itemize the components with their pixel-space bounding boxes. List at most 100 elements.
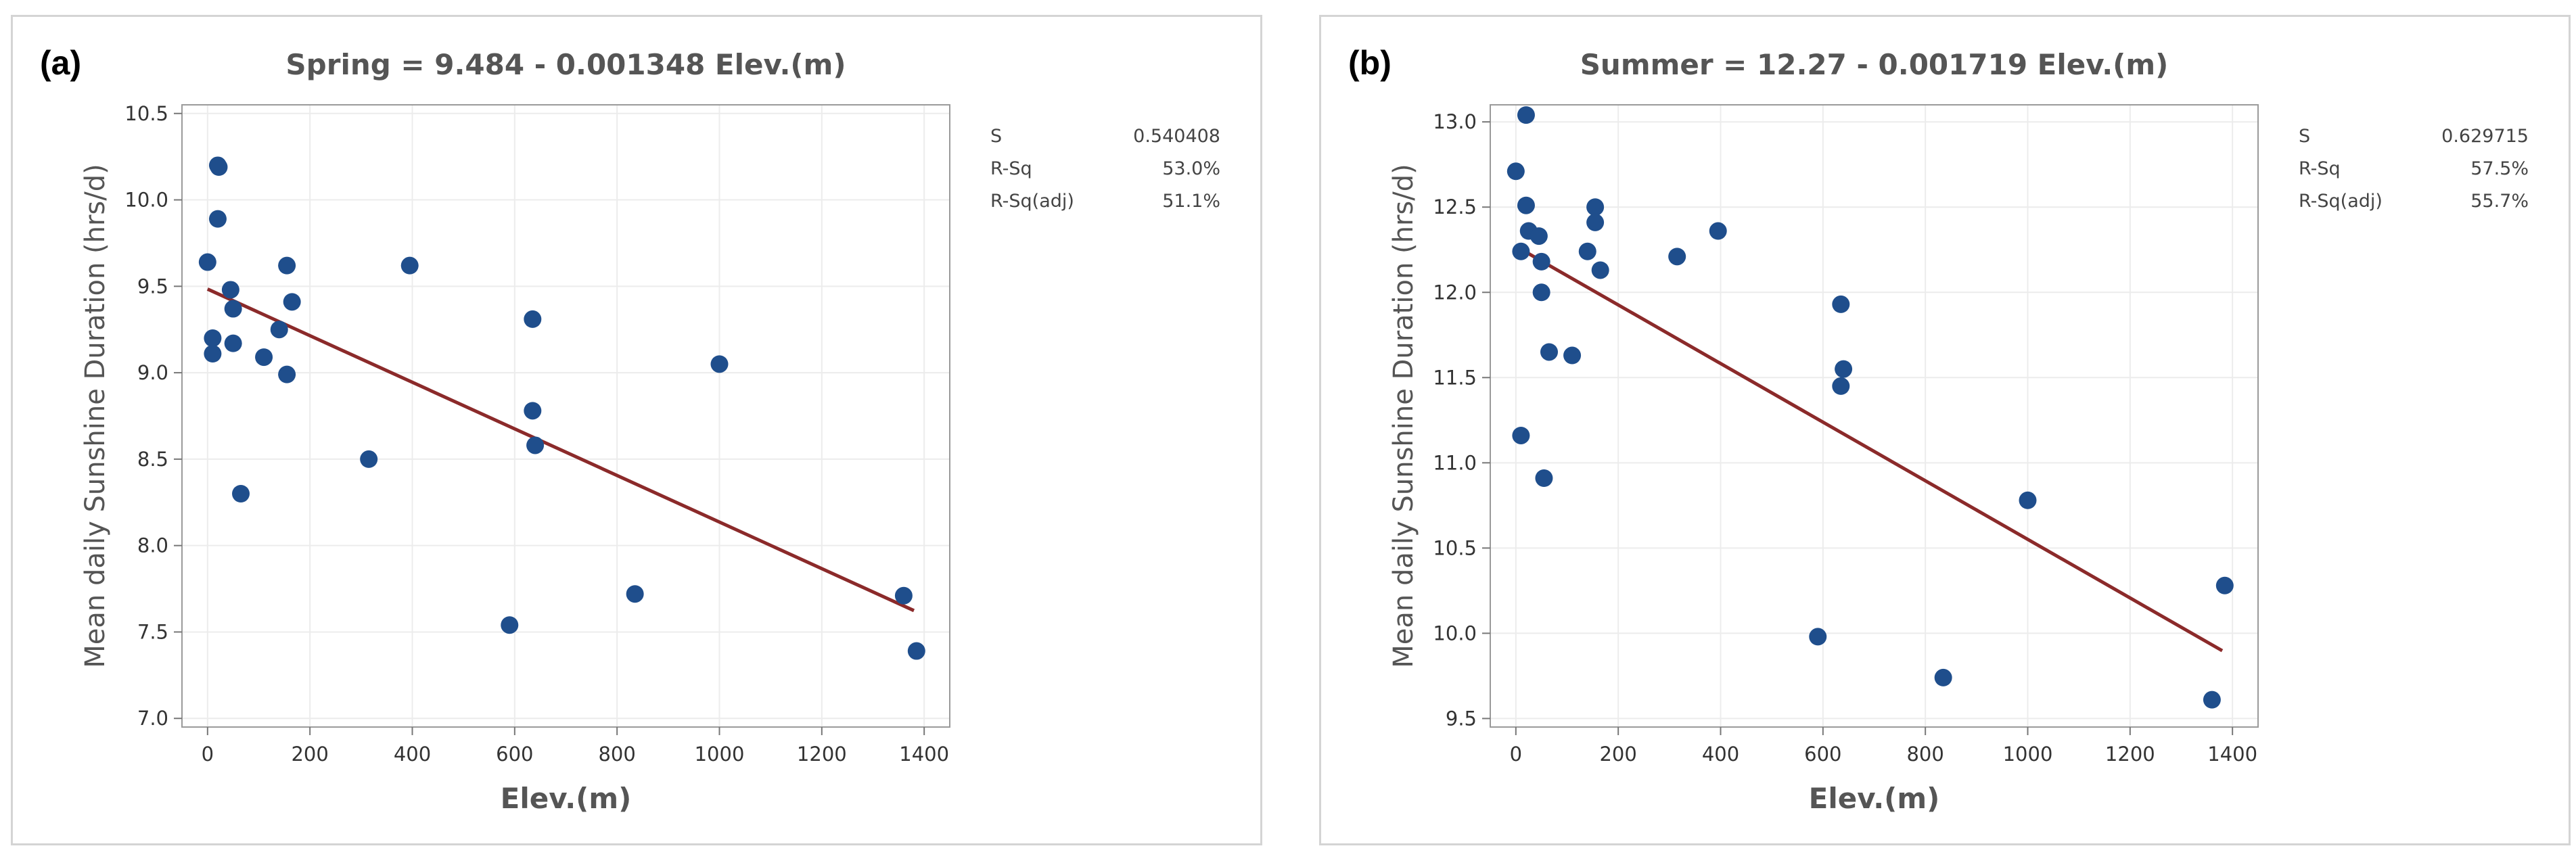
stat-value: 57.5% — [2470, 158, 2529, 179]
chart-title: Spring = 9.484 - 0.001348 Elev.(m) — [285, 48, 846, 81]
y-tick-label: 11.5 — [1433, 366, 1477, 389]
y-tick-label: 10.5 — [1433, 536, 1477, 559]
data-point — [204, 345, 222, 363]
stat-value: 51.1% — [1162, 191, 1220, 212]
plot-frame — [181, 104, 950, 728]
stat-label: S — [2299, 126, 2310, 147]
data-point — [524, 310, 542, 328]
data-point — [1517, 106, 1535, 124]
y-tick-label: 7.5 — [137, 620, 168, 643]
x-tick-label: 0 — [1510, 743, 1522, 766]
data-point — [1517, 196, 1535, 214]
x-tick-label: 1200 — [2105, 743, 2155, 766]
data-point — [278, 256, 296, 275]
data-point — [1586, 213, 1605, 231]
data-point — [1540, 343, 1559, 361]
data-point — [2019, 491, 2037, 509]
y-axis-label: Mean daily Sunshine Duration (hrs/d) — [80, 164, 111, 668]
data-point — [1506, 162, 1525, 181]
x-tick-label: 400 — [394, 743, 431, 766]
x-tick-label: 1400 — [2207, 743, 2257, 766]
x-tick-label: 800 — [1906, 743, 1944, 766]
data-point — [1832, 377, 1850, 395]
y-tick-label: 12.0 — [1433, 281, 1477, 304]
y-tick-label: 10.5 — [124, 102, 168, 125]
x-tick-label: 200 — [1599, 743, 1636, 766]
x-tick-label: 1000 — [695, 743, 745, 766]
data-point — [1835, 360, 1853, 378]
plot-frame — [1490, 104, 2259, 728]
data-point — [524, 402, 542, 420]
data-point — [1832, 295, 1850, 313]
data-point — [2215, 576, 2234, 594]
data-point — [1934, 668, 1952, 686]
data-point — [710, 355, 729, 373]
stat-value: 0.540408 — [1133, 126, 1220, 147]
y-tick-label: 10.0 — [1433, 622, 1477, 645]
x-tick-label: 200 — [291, 743, 328, 766]
data-point — [1535, 469, 1553, 487]
y-tick-label: 7.0 — [137, 707, 168, 730]
panel-label: (a) — [40, 44, 81, 82]
data-point — [208, 210, 227, 228]
data-point — [501, 616, 519, 634]
data-point — [1591, 261, 1609, 279]
data-point — [270, 321, 288, 339]
x-tick-label: 400 — [1702, 743, 1739, 766]
data-point — [232, 485, 250, 502]
stat-label: R-Sq(adj) — [2299, 191, 2383, 212]
spring-scatter-chart: (a) Spring = 9.484 - 0.001348 Elev.(m) 0 20… — [40, 44, 1220, 815]
y-tick-label: 9.5 — [1446, 707, 1477, 730]
data-point — [224, 334, 242, 352]
y-tick-label: 10.0 — [124, 189, 168, 212]
y-tick-label: 9.5 — [137, 275, 168, 298]
data-point — [1512, 242, 1530, 260]
stat-value: 55.7% — [2470, 191, 2529, 212]
data-point — [1709, 222, 1727, 240]
data-point — [210, 158, 228, 176]
regression-line — [1515, 245, 2224, 653]
data-point — [1512, 426, 1530, 444]
data-point — [221, 281, 239, 299]
x-tick-label: 600 — [496, 743, 533, 766]
data-point — [2203, 691, 2221, 709]
x-tick-label: 1000 — [2003, 743, 2053, 766]
stat-label: S — [990, 126, 1002, 147]
data-point — [894, 586, 913, 605]
data-point — [907, 642, 925, 660]
data-point — [224, 300, 242, 318]
chart-panel-summer: (b) Summer = 12.27 - 0.001719 Elev.(m) 0 20… — [1319, 15, 2571, 845]
y-axis-label: Mean daily Sunshine Duration (hrs/d) — [1388, 164, 1419, 668]
data-point — [278, 365, 296, 383]
data-point — [626, 585, 644, 603]
y-tick-label: 8.0 — [137, 534, 168, 557]
data-point — [400, 256, 419, 275]
y-tick-label: 9.0 — [137, 361, 168, 384]
y-tick-label: 12.5 — [1433, 195, 1477, 218]
chart-panel-spring: (a) Spring = 9.484 - 0.001348 Elev.(m) 0 20… — [11, 15, 1262, 845]
y-tick-label: 11.0 — [1433, 451, 1477, 474]
x-axis-label: Elev.(m) — [501, 782, 632, 815]
panel-label: (b) — [1348, 44, 1392, 82]
x-tick-label: 1400 — [899, 743, 949, 766]
x-tick-label: 600 — [1804, 743, 1841, 766]
data-point — [526, 436, 545, 454]
data-point — [1668, 248, 1686, 266]
stat-value: 53.0% — [1162, 158, 1220, 179]
x-tick-label: 800 — [598, 743, 635, 766]
data-point — [255, 348, 273, 367]
y-tick-label: 13.0 — [1433, 110, 1477, 133]
data-point — [198, 253, 216, 271]
data-point — [204, 329, 222, 347]
data-point — [1530, 227, 1548, 246]
summer-scatter-chart: (b) Summer = 12.27 - 0.001719 Elev.(m) 0 20… — [1348, 44, 2529, 815]
x-tick-label: 1200 — [797, 743, 847, 766]
data-point — [1532, 252, 1550, 271]
regression-line — [206, 287, 915, 613]
chart-title: Summer = 12.27 - 0.001719 Elev.(m) — [1580, 48, 2169, 81]
data-point — [1809, 628, 1827, 646]
x-tick-label: 0 — [202, 743, 214, 766]
data-point — [1563, 346, 1582, 365]
y-tick-label: 8.5 — [137, 448, 168, 471]
data-point — [360, 450, 378, 468]
